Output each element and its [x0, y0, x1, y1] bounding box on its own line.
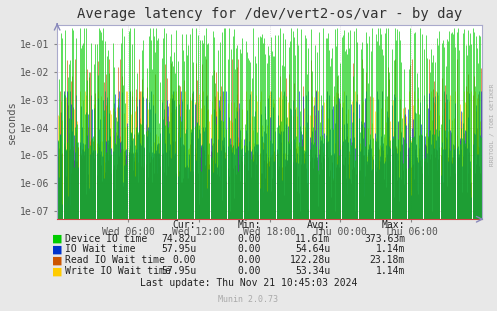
Text: Read IO Wait time: Read IO Wait time: [65, 255, 165, 265]
Text: 74.82u: 74.82u: [161, 234, 196, 244]
Text: 0.00: 0.00: [173, 255, 196, 265]
Text: Munin 2.0.73: Munin 2.0.73: [219, 295, 278, 304]
Text: Cur:: Cur:: [173, 220, 196, 230]
Text: RRDTOOL / TOBI OETIKER: RRDTOOL / TOBI OETIKER: [490, 83, 495, 166]
Text: 1.14m: 1.14m: [376, 244, 405, 254]
Text: 53.34u: 53.34u: [295, 266, 331, 276]
Title: Average latency for /dev/vert2-os/var - by day: Average latency for /dev/vert2-os/var - …: [77, 7, 462, 21]
Text: 0.00: 0.00: [238, 255, 261, 265]
Text: Device IO time: Device IO time: [65, 234, 147, 244]
Text: 57.95u: 57.95u: [161, 266, 196, 276]
Text: 11.61m: 11.61m: [295, 234, 331, 244]
Text: ■: ■: [52, 266, 63, 276]
Text: 1.14m: 1.14m: [376, 266, 405, 276]
Text: Write IO Wait time: Write IO Wait time: [65, 266, 170, 276]
Text: 0.00: 0.00: [238, 244, 261, 254]
Text: IO Wait time: IO Wait time: [65, 244, 135, 254]
Text: 23.18m: 23.18m: [370, 255, 405, 265]
Text: Last update: Thu Nov 21 10:45:03 2024: Last update: Thu Nov 21 10:45:03 2024: [140, 278, 357, 288]
Text: 54.64u: 54.64u: [295, 244, 331, 254]
Text: 122.28u: 122.28u: [289, 255, 331, 265]
Text: Max:: Max:: [382, 220, 405, 230]
Text: Avg:: Avg:: [307, 220, 331, 230]
Text: ■: ■: [52, 234, 63, 244]
Text: 0.00: 0.00: [238, 234, 261, 244]
Y-axis label: seconds: seconds: [7, 100, 17, 144]
Text: Min:: Min:: [238, 220, 261, 230]
Text: 0.00: 0.00: [238, 266, 261, 276]
Text: 373.63m: 373.63m: [364, 234, 405, 244]
Text: ■: ■: [52, 255, 63, 265]
Text: 57.95u: 57.95u: [161, 244, 196, 254]
Text: ■: ■: [52, 244, 63, 254]
